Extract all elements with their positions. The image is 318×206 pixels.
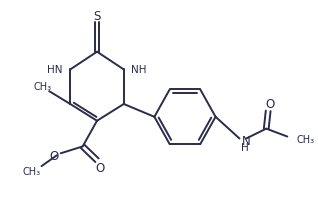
Text: CH₃: CH₃ [297,134,315,144]
Text: S: S [93,10,101,23]
Text: O: O [95,161,105,174]
Text: CH₃: CH₃ [33,82,52,92]
Text: HN: HN [47,65,63,75]
Text: H: H [241,143,249,153]
Text: CH₃: CH₃ [23,166,41,176]
Text: O: O [266,98,275,111]
Text: NH: NH [131,65,147,75]
Text: N: N [241,134,250,147]
Text: O: O [49,149,59,162]
